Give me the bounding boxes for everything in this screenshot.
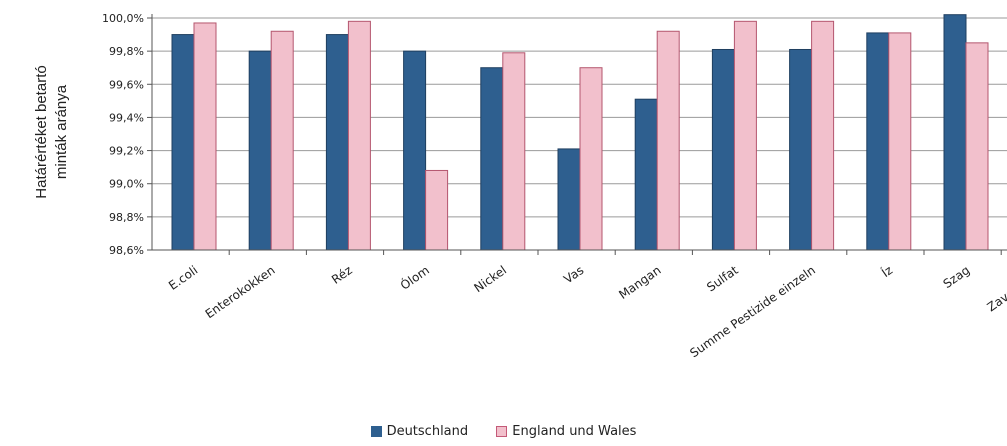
x-tick-label: Mangan — [616, 263, 663, 302]
x-tick-label: Ólom — [397, 262, 432, 293]
x-tick-label: Summe Pestizide einzeln — [687, 263, 818, 360]
y-tick-label: 98,8% — [109, 211, 144, 224]
y-tick-label: 99,0% — [109, 178, 144, 191]
bar-england-und-wales — [270, 30, 294, 251]
bar-england-und-wales — [656, 30, 680, 251]
x-tick-labels: E.coli Enterokokken Réz Ólom Nickel Vas Mangan… — [166, 250, 1007, 360]
bar-deutschland — [789, 48, 813, 251]
x-tick-label: E.coli — [166, 263, 200, 293]
legend-label-deutschland: Deutschland — [386, 424, 469, 439]
bar-england-und-wales — [811, 20, 835, 251]
legend: Deutschland England und Wales — [0, 424, 1007, 441]
bar-deutschland — [248, 50, 272, 251]
x-tick-label: Vas — [561, 263, 586, 286]
x-tick-label: Enterokokken — [203, 263, 278, 321]
bar-deutschland — [711, 48, 735, 251]
legend-item-england-und-wales: England und Wales — [496, 424, 636, 439]
y-tick-label: 98,6% — [109, 244, 144, 257]
y-axis-label: Határértéket betartó minták aránya — [18, 32, 78, 232]
bar-england-und-wales — [888, 32, 912, 251]
bar-deutschland — [866, 32, 890, 251]
y-tick-label: 99,8% — [109, 45, 144, 58]
bar-england-und-wales — [425, 169, 449, 251]
bar-deutschland — [634, 98, 658, 251]
bar-england-und-wales — [193, 22, 217, 251]
bar-england-und-wales — [579, 67, 603, 251]
x-tick-label: Réz — [329, 263, 355, 287]
y-tick-label: 99,2% — [109, 145, 144, 158]
bar-england-und-wales — [502, 52, 526, 251]
bar-deutschland — [171, 34, 195, 251]
y-axis-label-line2: minták aránya — [53, 84, 70, 179]
bars — [171, 14, 989, 251]
legend-label-england-und-wales: England und Wales — [512, 424, 637, 439]
bar-england-und-wales — [733, 20, 757, 251]
bar-england-und-wales — [347, 20, 371, 251]
y-tick-labels: 100,0% 99,8% 99,6% 99,4% 99,2% 99,0% 98,8% 98,6… — [102, 12, 152, 257]
legend-swatch-deutschland — [370, 426, 382, 437]
x-tick-label: Zavarosság — [985, 263, 1007, 314]
x-tick-label: Íz — [878, 262, 895, 280]
bar-deutschland — [325, 34, 349, 251]
bar-deutschland — [403, 50, 427, 251]
bar-deutschland — [943, 14, 967, 251]
x-tick-label: Szag — [941, 263, 973, 291]
x-tick-label: Sulfat — [704, 263, 741, 295]
legend-swatch-england-und-wales — [496, 426, 508, 437]
legend-item-deutschland: Deutschland — [370, 424, 469, 439]
y-tick-label: 100,0% — [102, 12, 144, 25]
y-tick-label: 99,4% — [109, 111, 144, 124]
x-tick-label: Nickel — [471, 263, 509, 295]
bar-deutschland — [557, 148, 581, 251]
bar-chart: 100,0% 99,8% 99,6% 99,4% 99,2% 99,0% 98,8% 98,6… — [102, 12, 1007, 360]
bar-deutschland — [480, 67, 504, 251]
y-axis-label-line1: Határértéket betartó — [33, 65, 50, 198]
bar-england-und-wales — [965, 42, 989, 251]
y-tick-label: 99,6% — [109, 78, 144, 91]
